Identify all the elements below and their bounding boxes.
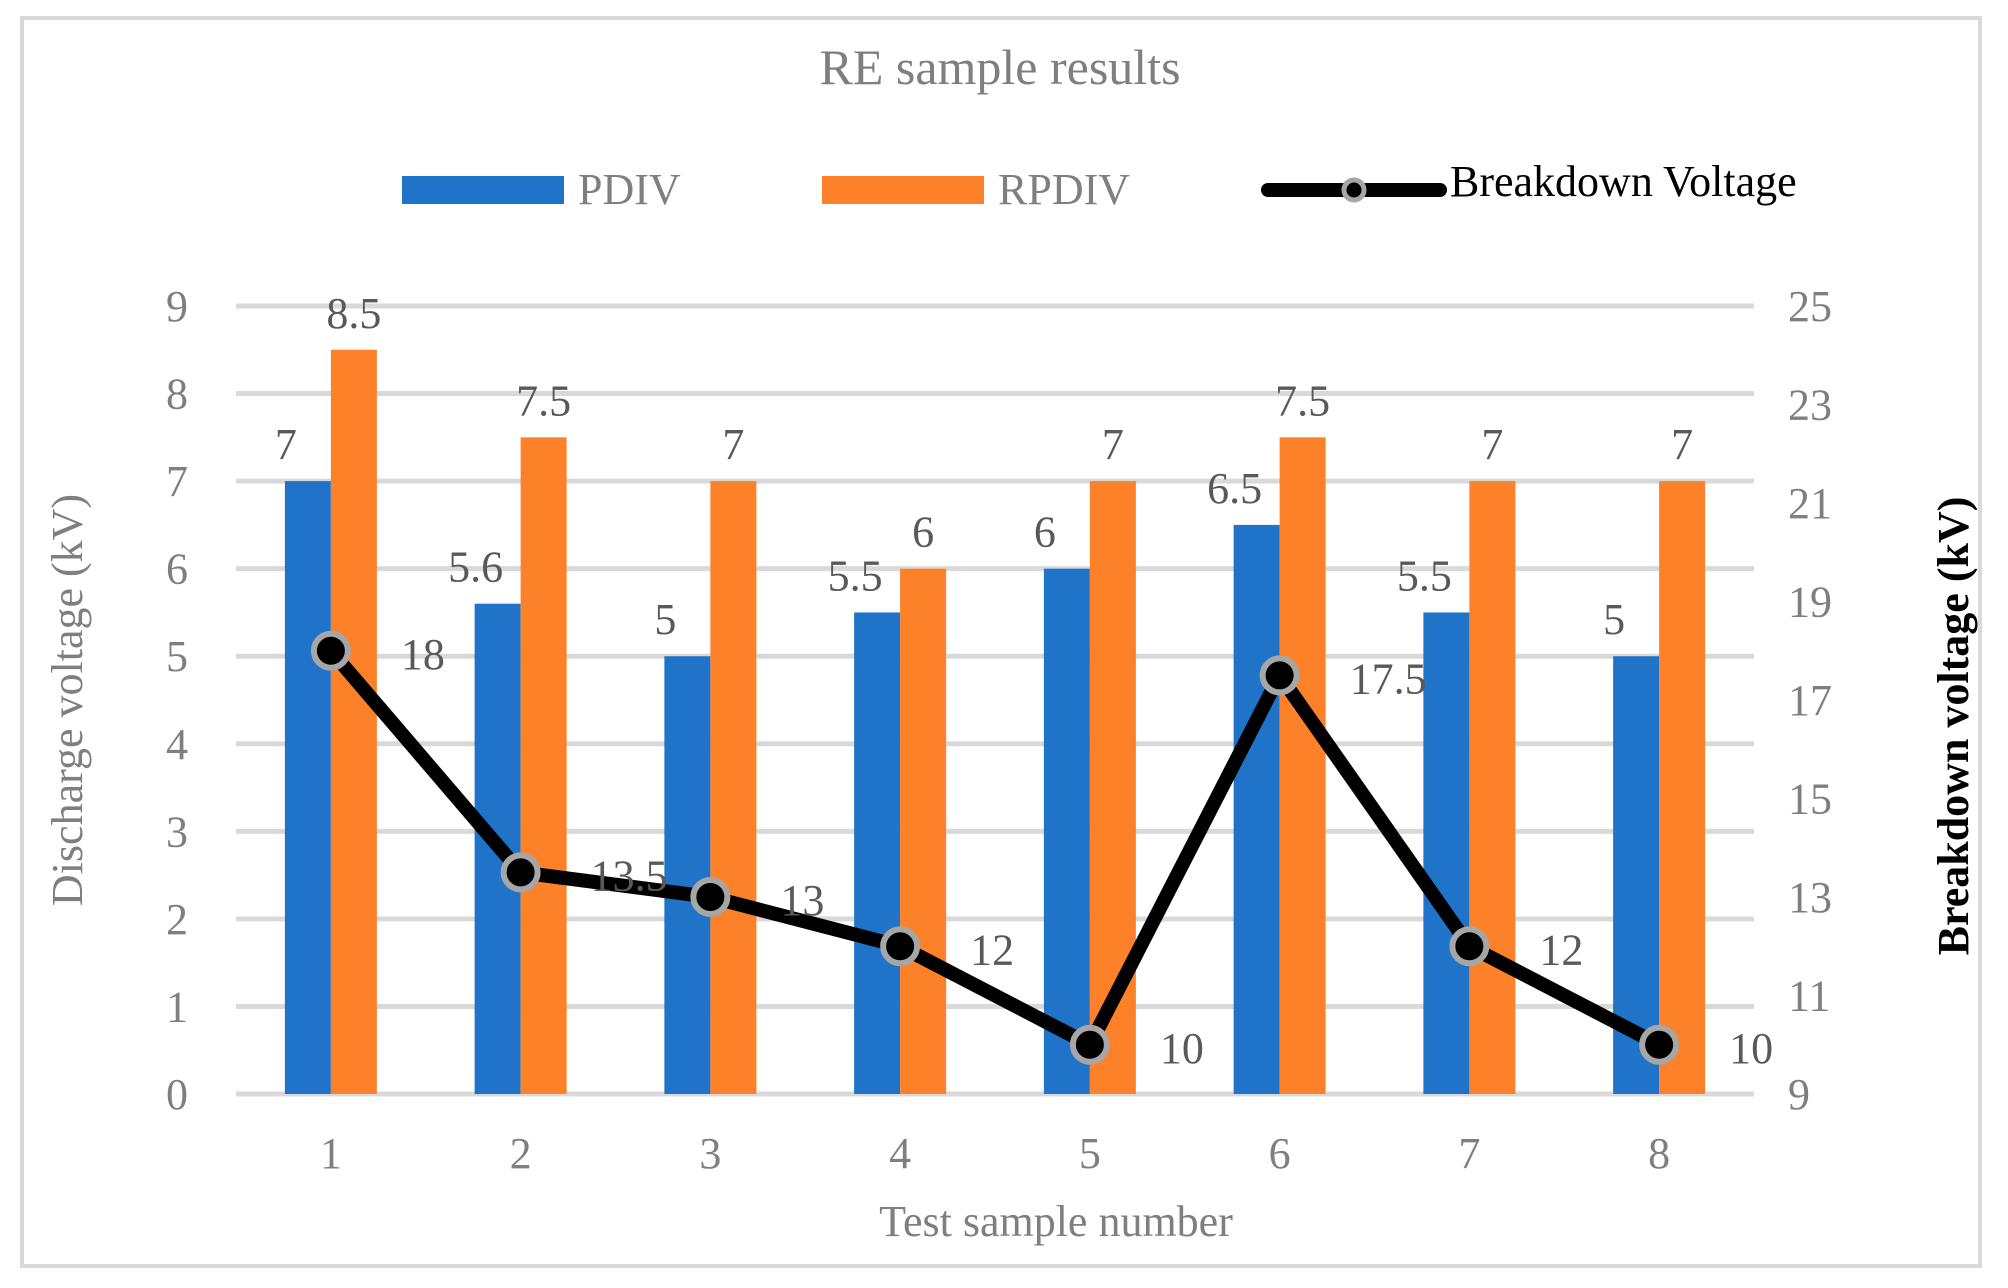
y-tick-label-right: 15 — [1788, 775, 1832, 824]
data-label-rpdiv: 7.5 — [1275, 376, 1330, 425]
x-tick-label: 3 — [699, 1129, 721, 1178]
bar-rpdiv — [1279, 437, 1326, 1094]
breakdown-voltage-point — [310, 630, 351, 671]
y-tick-label-left: 6 — [166, 545, 188, 594]
y-tick-label-left: 3 — [166, 807, 188, 856]
legend-marker-breakdown — [1341, 177, 1367, 203]
x-axis-label: Test sample number — [879, 1197, 1233, 1246]
bar-rpdiv — [330, 349, 377, 1094]
data-label-pdiv: 6 — [1034, 508, 1056, 557]
y-tick-label-right: 13 — [1788, 873, 1832, 922]
breakdown-voltage-point — [1449, 926, 1490, 967]
legend-swatch-rpdiv — [822, 176, 984, 204]
data-label-breakdown-voltage: 18 — [401, 630, 445, 679]
y-tick-label-right: 19 — [1788, 578, 1832, 627]
y-tick-label-left: 1 — [166, 982, 188, 1031]
data-label-breakdown-voltage: 10 — [1729, 1024, 1773, 1073]
x-tick-label: 6 — [1269, 1129, 1291, 1178]
breakdown-voltage-point — [1639, 1024, 1680, 1065]
data-label-breakdown-voltage: 12 — [970, 925, 1014, 974]
bar-pdiv — [664, 656, 711, 1094]
legend: PDIV RPDIV Breakdown Voltage — [402, 157, 1797, 214]
data-label-breakdown-voltage: 13.5 — [591, 851, 668, 900]
y-tick-label-left: 5 — [166, 632, 188, 681]
breakdown-voltage-point — [1069, 1024, 1110, 1065]
data-label-pdiv: 5.6 — [448, 543, 503, 592]
y-tick-label-right: 25 — [1788, 282, 1832, 331]
data-label-rpdiv: 7 — [722, 420, 744, 469]
bar-pdiv — [1043, 568, 1090, 1094]
x-tick-label: 7 — [1458, 1129, 1480, 1178]
data-label-breakdown-voltage: 17.5 — [1350, 654, 1427, 703]
breakdown-voltage-point — [690, 877, 731, 917]
y-tick-label-left: 8 — [166, 370, 188, 419]
data-label-rpdiv: 8.5 — [326, 289, 381, 338]
y-tick-label-left: 7 — [166, 457, 188, 506]
data-label-pdiv: 5.5 — [828, 551, 883, 600]
y-tick-label-left: 4 — [166, 720, 188, 769]
data-label-breakdown-voltage: 13 — [780, 876, 824, 925]
bar-rpdiv — [710, 481, 757, 1095]
data-label-pdiv: 5 — [654, 595, 676, 644]
y-tick-label-left: 0 — [166, 1070, 188, 1119]
data-label-rpdiv: 6 — [912, 508, 934, 557]
data-label-pdiv: 7 — [275, 420, 297, 469]
y-tick-label-left: 2 — [166, 895, 188, 944]
breakdown-line-layer — [310, 630, 1680, 1065]
x-tick-label: 4 — [889, 1129, 911, 1178]
x-tick-label: 1 — [320, 1129, 342, 1178]
y-tick-label-right: 9 — [1788, 1070, 1810, 1119]
data-label-pdiv: 5 — [1603, 595, 1625, 644]
data-label-pdiv: 6.5 — [1207, 464, 1262, 513]
x-tick-label: 2 — [510, 1129, 532, 1178]
legend-swatch-pdiv — [402, 176, 564, 204]
bar-rpdiv — [520, 437, 567, 1094]
y-axis-label-right: Breakdown voltage (kV) — [1929, 497, 1978, 956]
bar-pdiv — [1233, 524, 1280, 1094]
x-tick-label: 8 — [1648, 1129, 1670, 1178]
bar-rpdiv — [1469, 481, 1516, 1095]
data-label-rpdiv: 7 — [1102, 420, 1124, 469]
breakdown-voltage-line — [323, 643, 1667, 1052]
y-tick-label-left: 9 — [166, 282, 188, 331]
data-label-rpdiv: 7 — [1481, 420, 1503, 469]
data-label-rpdiv: 7.5 — [516, 376, 571, 425]
bar-rpdiv — [1659, 481, 1706, 1095]
breakdown-voltage-point — [500, 852, 541, 893]
y-tick-label-right: 11 — [1788, 972, 1830, 1021]
data-label-breakdown-voltage: 12 — [1539, 925, 1583, 974]
data-label-pdiv: 5.5 — [1397, 551, 1452, 600]
chart-title: RE sample results — [819, 39, 1180, 95]
data-label-breakdown-voltage: 10 — [1160, 1024, 1204, 1073]
breakdown-voltage-point — [1259, 655, 1300, 696]
bar-pdiv — [284, 481, 331, 1095]
breakdown-voltage-point — [880, 926, 921, 967]
data-label-rpdiv: 7 — [1671, 420, 1693, 469]
y-tick-label-right: 17 — [1788, 676, 1832, 725]
y-axis-label-left: Discharge voltage (kV) — [43, 494, 92, 906]
x-tick-label: 5 — [1079, 1129, 1101, 1178]
bar-pdiv — [854, 612, 901, 1094]
legend-label-breakdown: Breakdown Voltage — [1450, 157, 1797, 206]
bars — [284, 349, 1706, 1095]
bar-pdiv — [1423, 612, 1470, 1094]
legend-label-pdiv: PDIV — [578, 165, 681, 214]
legend-label-rpdiv: RPDIV — [998, 165, 1130, 214]
bar-rpdiv — [900, 568, 947, 1094]
y-tick-label-right: 23 — [1788, 381, 1832, 430]
y-tick-label-right: 21 — [1788, 479, 1832, 528]
